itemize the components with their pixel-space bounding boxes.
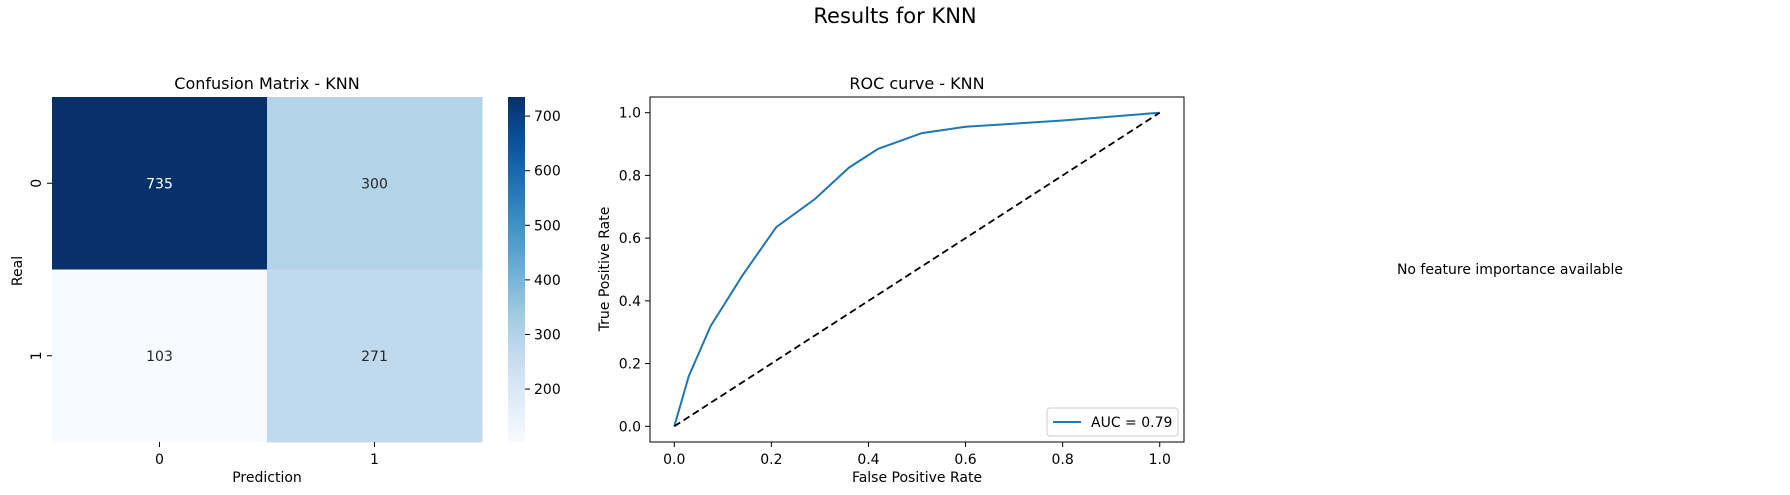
cm-cell-value: 271 [361,349,388,365]
roc-legend: AUC = 0.79 [1046,407,1179,437]
cm-ytick-label: 0 [29,179,45,188]
roc-xtick-label: 0.2 [760,452,782,468]
roc-ytick-label: 1.0 [619,106,641,122]
feature-importance-message: No feature importance available [1396,262,1624,278]
confusion-matrix-panel: Confusion Matrix - KNN 735 300 103 271 0 1 0 1… [10,74,561,486]
cm-cell [267,269,483,443]
roc-title: ROC curve - KNN [849,74,984,93]
cm-ticks: 0 1 0 1 [29,179,379,468]
cm-colorbar: 200 300 400 500 600 700 [508,97,561,442]
roc-panel: ROC curve - KNN 0.0 0.2 0.4 0.6 0.8 1.0 0.0 0.2… [597,74,1185,486]
cm-xtick-label: 0 [155,452,164,468]
cm-cell [267,97,483,270]
colorbar-ticks: 200 300 400 500 600 700 [525,109,561,398]
colorbar-tick-label: 300 [534,327,561,343]
cm-cells: 735 300 103 271 [52,97,483,443]
cm-xtick-label: 1 [370,452,379,468]
cm-xlabel: Prediction [232,470,302,486]
roc-ytick-label: 0.8 [619,168,641,184]
colorbar-tick-label: 200 [534,382,561,398]
roc-lines [673,111,1161,428]
cm-ylabel: Real [10,256,26,286]
cm-cell [52,97,268,270]
roc-curve-line [673,111,1160,427]
cm-cell-value: 300 [361,176,388,192]
colorbar-tick-label: 500 [534,218,561,234]
roc-plot-frame [649,96,1185,443]
figure-title: Results for KNN [813,4,977,28]
cm-ytick-label: 1 [29,351,45,360]
cm-title: Confusion Matrix - KNN [174,74,359,93]
cm-cell [52,269,268,443]
colorbar-tick-label: 600 [534,164,561,180]
cm-cell-value: 735 [146,176,173,192]
cm-cell-value: 103 [146,349,173,365]
roc-xtick-label: 0.0 [663,452,685,468]
roc-ylabel: True Positive Rate [597,207,613,333]
roc-ticks: 0.0 0.2 0.4 0.6 0.8 1.0 0.0 0.2 0.4 0.6 0.8 1.0 [619,106,1171,468]
colorbar-tick-label: 400 [534,273,561,289]
roc-xtick-label: 0.8 [1052,452,1074,468]
roc-xtick-label: 1.0 [1149,452,1171,468]
roc-ytick-label: 0.0 [619,419,641,435]
roc-diagonal-line [673,111,1161,428]
roc-xtick-label: 0.4 [857,452,879,468]
roc-ytick-label: 0.4 [619,294,641,310]
roc-xtick-label: 0.6 [954,452,976,468]
legend-box [1046,407,1179,437]
roc-ytick-label: 0.6 [619,231,641,247]
colorbar-gradient [508,97,525,442]
colorbar-tick-label: 700 [534,109,561,125]
roc-ytick-label: 0.2 [619,357,641,373]
legend-entry-label: AUC = 0.79 [1091,415,1172,431]
roc-xlabel: False Positive Rate [852,470,982,486]
